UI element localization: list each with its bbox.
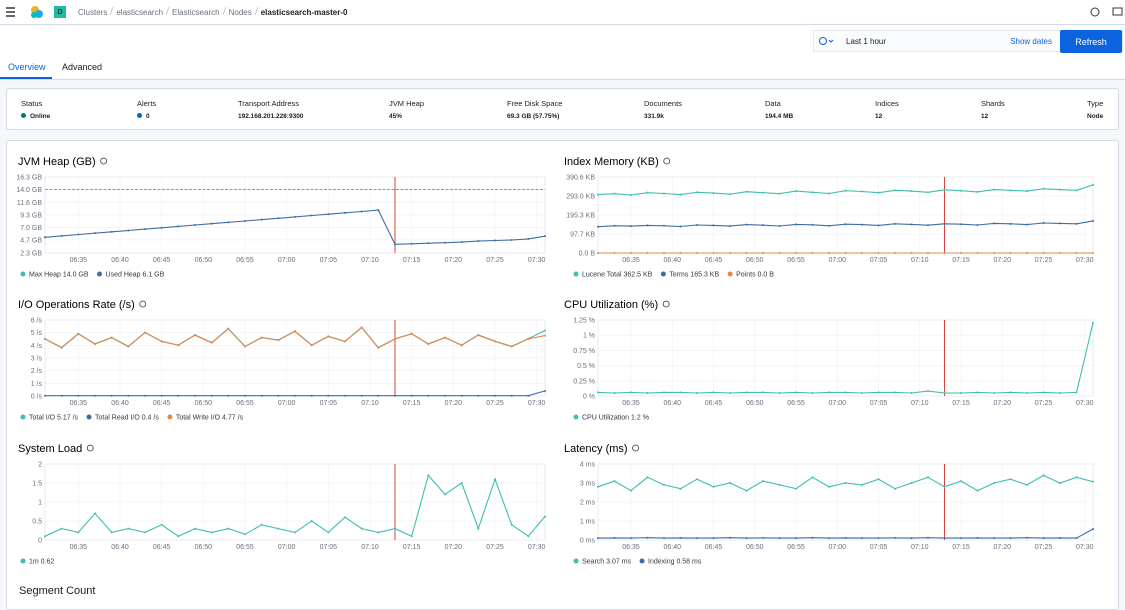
status-value-text: Node xyxy=(1087,113,1104,120)
status-label: Shards xyxy=(981,99,1005,108)
header-icons[interactable] xyxy=(1065,0,1125,24)
status-bar: Status Online Alerts 0 Transport Address 192.… xyxy=(6,88,1119,130)
status-item: Documents 331.9k xyxy=(644,99,682,120)
status-label: JVM Heap xyxy=(389,99,425,108)
status-item: Free Disk Space 69.3 GB (57.75%) xyxy=(507,99,562,120)
section-title: Segment Count xyxy=(19,585,96,597)
menu-icon[interactable] xyxy=(0,0,22,24)
status-dot xyxy=(137,113,142,118)
refresh-label: Refresh xyxy=(1075,36,1107,47)
status-value: 45% xyxy=(389,113,424,120)
status-value: 192.168.201.228:9300 xyxy=(238,113,303,120)
logo[interactable] xyxy=(22,0,52,24)
status-label: Type xyxy=(1087,99,1104,108)
status-label: Transport Address xyxy=(238,99,299,108)
status-label: Documents xyxy=(644,99,682,108)
status-item: Indices 12 xyxy=(875,99,899,120)
breadcrumb-separator xyxy=(110,7,114,15)
status-value-text: 192.168.201.228:9300 xyxy=(238,113,304,120)
status-label: Status xyxy=(21,99,43,108)
header: D Clusters elasticsearch Elasticsearch Node… xyxy=(0,0,1125,25)
show-dates[interactable]: Show dates xyxy=(1010,36,1052,46)
breadcrumb[interactable]: elasticsearch-master-0 xyxy=(260,8,348,17)
status-item: JVM Heap 45% xyxy=(389,99,424,120)
status-value-text: 331.9k xyxy=(644,113,664,120)
status-label: Alerts xyxy=(137,99,157,108)
status-item: Alerts 0 xyxy=(137,99,156,120)
status-item: Type Node xyxy=(1087,99,1103,120)
status-label: Indices xyxy=(875,99,899,108)
status-item: Shards 12 xyxy=(981,99,1005,120)
status-value-text: 45% xyxy=(389,113,403,120)
space-avatar[interactable]: D xyxy=(54,6,66,18)
breadcrumb[interactable]: Elasticsearch xyxy=(172,8,220,17)
status-dot xyxy=(21,113,26,118)
breadcrumbs: Clusters elasticsearch Elasticsearch Nodes e… xyxy=(78,7,351,17)
tab-underline xyxy=(0,77,52,79)
status-value-text: 0 xyxy=(146,113,150,120)
status-value-text: Online xyxy=(30,113,51,120)
breadcrumb[interactable]: Clusters xyxy=(78,8,108,17)
time-picker[interactable]: Last 1 hour Show dates Refresh xyxy=(813,30,1123,53)
status-value-text: 12 xyxy=(875,113,883,120)
status-value: Node xyxy=(1087,113,1103,120)
status-label: Free Disk Space xyxy=(507,99,563,108)
status-value: 12 xyxy=(981,113,1005,120)
toolbar: Last 1 hour Show dates Refresh Overview … xyxy=(0,25,1125,80)
status-value: 12 xyxy=(875,113,899,120)
status-value: Online xyxy=(21,113,50,120)
tab[interactable]: Overview xyxy=(8,62,46,72)
breadcrumb[interactable]: elasticsearch xyxy=(116,8,164,17)
status-value-text: 12 xyxy=(981,113,989,120)
breadcrumb-separator xyxy=(222,7,226,15)
status-value: 331.9k xyxy=(644,113,682,120)
status-label: Data xyxy=(765,99,781,108)
status-item: Transport Address 192.168.201.228:9300 xyxy=(238,99,303,120)
charts-panel: Segment Count xyxy=(6,140,1119,610)
calendar-icon[interactable] xyxy=(814,31,842,51)
time-range: Last 1 hour xyxy=(846,36,887,46)
breadcrumb-separator xyxy=(254,7,259,15)
refresh-button[interactable]: Refresh xyxy=(1060,30,1122,53)
status-item: Status Online xyxy=(21,99,50,120)
status-value-text: 69.3 GB (57.75%) xyxy=(507,113,560,120)
tab[interactable]: Advanced xyxy=(62,62,103,72)
status-value-text: 194.4 MB xyxy=(765,113,794,120)
status-value: 69.3 GB (57.75%) xyxy=(507,113,562,120)
breadcrumb-separator xyxy=(165,7,170,15)
status-value: 194.4 MB xyxy=(765,113,793,120)
breadcrumb[interactable]: Nodes xyxy=(228,8,252,17)
status-value: 0 xyxy=(137,113,156,120)
status-item: Data 194.4 MB xyxy=(765,99,793,120)
